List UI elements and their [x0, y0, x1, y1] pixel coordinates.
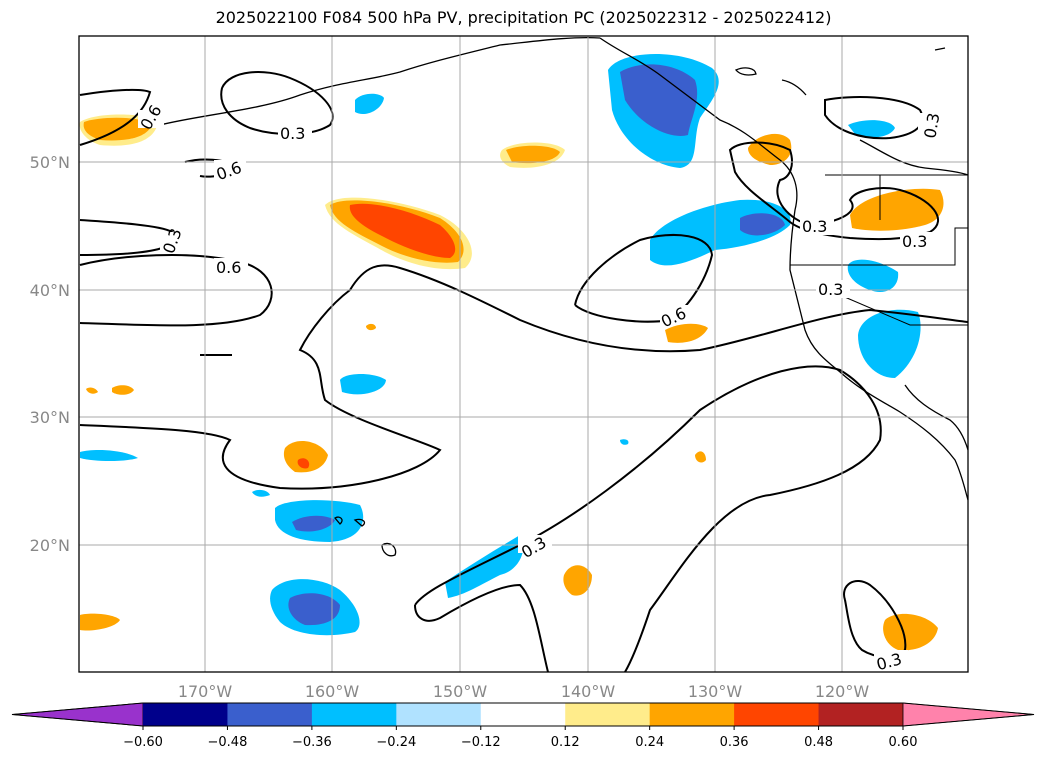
colorbar-tick-label: −0.12: [461, 735, 501, 750]
colorbar-segment: [818, 703, 904, 726]
precip-neg-calif: [858, 309, 921, 378]
colorbar-segment: [396, 703, 482, 726]
contour-label: 0.3: [802, 217, 827, 236]
contour-label: 0.3: [818, 280, 843, 299]
colorbar-segment: [565, 703, 651, 726]
pv-contour-main: [79, 254, 273, 327]
colorbar-tick-label: −0.24: [376, 735, 416, 750]
colorbar-tick-label: 0.48: [804, 735, 833, 750]
lat-tick-label: 20°N: [30, 536, 70, 555]
lon-tick-labels: 170°W 160°W 150°W 140°W 130°W 120°W: [178, 682, 870, 701]
map-title: 2025022100 F084 500 hPa PV, precipitatio…: [215, 8, 832, 27]
colorbar-tick-label: −0.60: [123, 735, 163, 750]
lat-tick-label: 30°N: [30, 408, 70, 427]
lon-tick-label: 120°W: [815, 682, 870, 701]
map-frame: [78, 35, 969, 673]
contour-label: 0.3: [280, 124, 305, 143]
colorbar: −0.60 −0.48 −0.36 −0.24 −0.12 0.12 0.24 0.36 0.4…: [11, 702, 1035, 750]
lat-tick-labels: 50°N 40°N 30°N 20°N: [30, 153, 70, 555]
lon-tick-label: 160°W: [305, 682, 360, 701]
contour-label-group: 0.6 0.3 0.6 0.3 0.6 0.3 0.3 0.3 0.6 0.3 …: [136, 102, 943, 675]
contour-label: 0.3: [920, 111, 943, 139]
colorbar-segment: [143, 703, 228, 726]
colorbar-segment: [311, 703, 397, 726]
colorbar-tick-label: 0.24: [635, 735, 664, 750]
colorbar-extend-high: [902, 702, 1035, 727]
lon-tick-label: 140°W: [561, 682, 616, 701]
colorbar-tick-label: 0.36: [720, 735, 749, 750]
pv-contour-pos03: [414, 365, 882, 673]
coastlines: [159, 36, 969, 557]
colorbar-segment: [649, 703, 735, 726]
colorbar-segment: [480, 703, 566, 726]
colorbar-tick-label: 0.60: [889, 735, 918, 750]
lon-tick-label: 130°W: [688, 682, 743, 701]
contour-label: 0.3: [902, 232, 927, 251]
colorbar-extend-low: [11, 702, 144, 727]
contour-label: 0.6: [216, 258, 241, 277]
colorbar-segment: [734, 703, 820, 726]
lon-tick-label: 150°W: [433, 682, 488, 701]
colorbar-segment: [227, 703, 313, 726]
precip-pos-fields: [79, 114, 944, 651]
lon-tick-label: 170°W: [178, 682, 233, 701]
precip-neg-band: [445, 535, 524, 598]
colorbar-tick-label: −0.48: [208, 735, 248, 750]
colorbar-tick-label: −0.36: [292, 735, 332, 750]
lat-tick-label: 40°N: [30, 281, 70, 300]
lat-tick-label: 50°N: [30, 153, 70, 172]
precip-fields: [80, 53, 921, 636]
colorbar-tick-label: 0.12: [551, 735, 580, 750]
